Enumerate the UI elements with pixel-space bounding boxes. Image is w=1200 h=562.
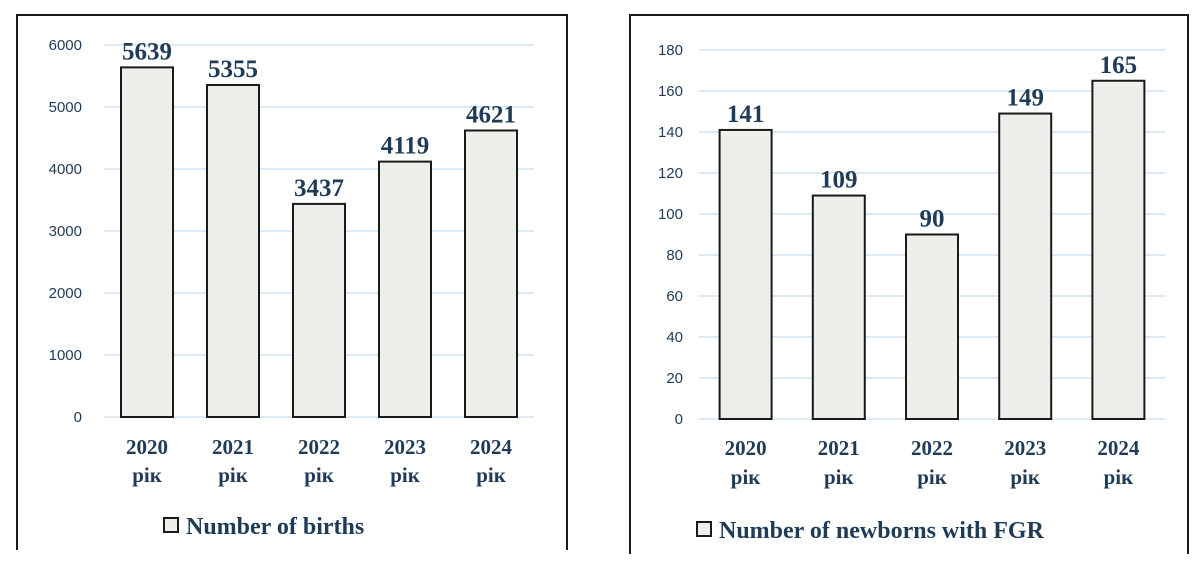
bar [292,202,346,418]
x-tick-label-suffix: рік [731,465,762,489]
y-tick-label: 120 [658,165,683,182]
x-tick-label-suffix: рік [132,463,163,487]
x-tick-label-year: 2021 [212,435,254,459]
births-chart-panel: 0 1000 2000 3000 4000 5000 6000 5639 2020 рік 5355… [16,14,568,550]
bar [464,129,518,419]
x-tick-label-suffix: рік [390,463,421,487]
data-label: 4119 [381,133,430,160]
bar [378,160,432,418]
x-tick-label-suffix: рік [1104,465,1135,489]
y-tick-label: 80 [666,247,683,264]
fgr-bar-chart: 0 20 40 60 80 100 120 140 160 180 141 2020 рік 109 202… [658,42,1165,544]
x-tick-label-year: 2020 [725,436,767,460]
y-tick-label: 1000 [49,347,82,364]
bar [120,66,174,419]
y-tick-label: 5000 [49,99,82,116]
x-tick-label-suffix: рік [917,465,948,489]
y-tick-label: 100 [658,206,683,223]
data-label: 165 [1100,52,1138,79]
x-tick-label-suffix: рік [304,463,335,487]
y-tick-label: 0 [675,411,683,428]
y-tick-label: 0 [74,409,82,426]
bar [811,194,866,420]
y-tick-label: 160 [658,83,683,100]
legend-label: Number of births [186,514,364,540]
x-tick-label-year: 2020 [126,435,168,459]
x-tick-label-suffix: рік [824,465,855,489]
bar [206,83,260,419]
bar [998,112,1053,421]
x-tick-label-year: 2022 [911,436,953,460]
x-tick-label-suffix: рік [476,463,507,487]
legend-swatch [163,517,179,533]
y-tick-label: 4000 [49,161,82,178]
data-label: 5639 [122,38,172,65]
x-tick-label-year: 2024 [470,435,513,459]
data-label: 3437 [294,175,344,202]
bar [1091,79,1146,420]
legend-swatch [696,521,712,537]
x-tick-label-suffix: рік [218,463,249,487]
y-tick-label: 6000 [49,37,82,54]
data-label: 109 [820,167,858,194]
y-tick-label: 2000 [49,285,82,302]
y-tick-label: 180 [658,42,683,59]
data-label: 141 [727,101,765,128]
data-label: 90 [920,206,945,233]
data-label: 149 [1006,85,1043,112]
x-tick-label-year: 2022 [298,435,340,459]
y-tick-label: 20 [666,370,683,387]
y-tick-label: 3000 [49,223,82,240]
x-tick-label-year: 2023 [1004,436,1046,460]
data-label: 4621 [466,101,516,128]
bar [905,233,959,420]
x-tick-label-year: 2024 [1097,436,1140,460]
y-tick-label: 140 [658,124,683,141]
data-label: 5355 [208,56,258,83]
x-tick-label-year: 2021 [818,436,860,460]
fgr-chart-panel: 0 20 40 60 80 100 120 140 160 180 141 2020 рік 109 202… [629,14,1189,554]
y-tick-label: 40 [666,329,683,346]
x-tick-label-year: 2023 [384,435,426,459]
births-bar-chart: 0 1000 2000 3000 4000 5000 6000 5639 2020 рік 5355… [49,37,534,540]
y-tick-label: 60 [666,288,683,305]
legend-label: Number of newborns with FGR [719,518,1045,544]
bar [718,128,773,420]
x-tick-label-suffix: рік [1010,465,1041,489]
